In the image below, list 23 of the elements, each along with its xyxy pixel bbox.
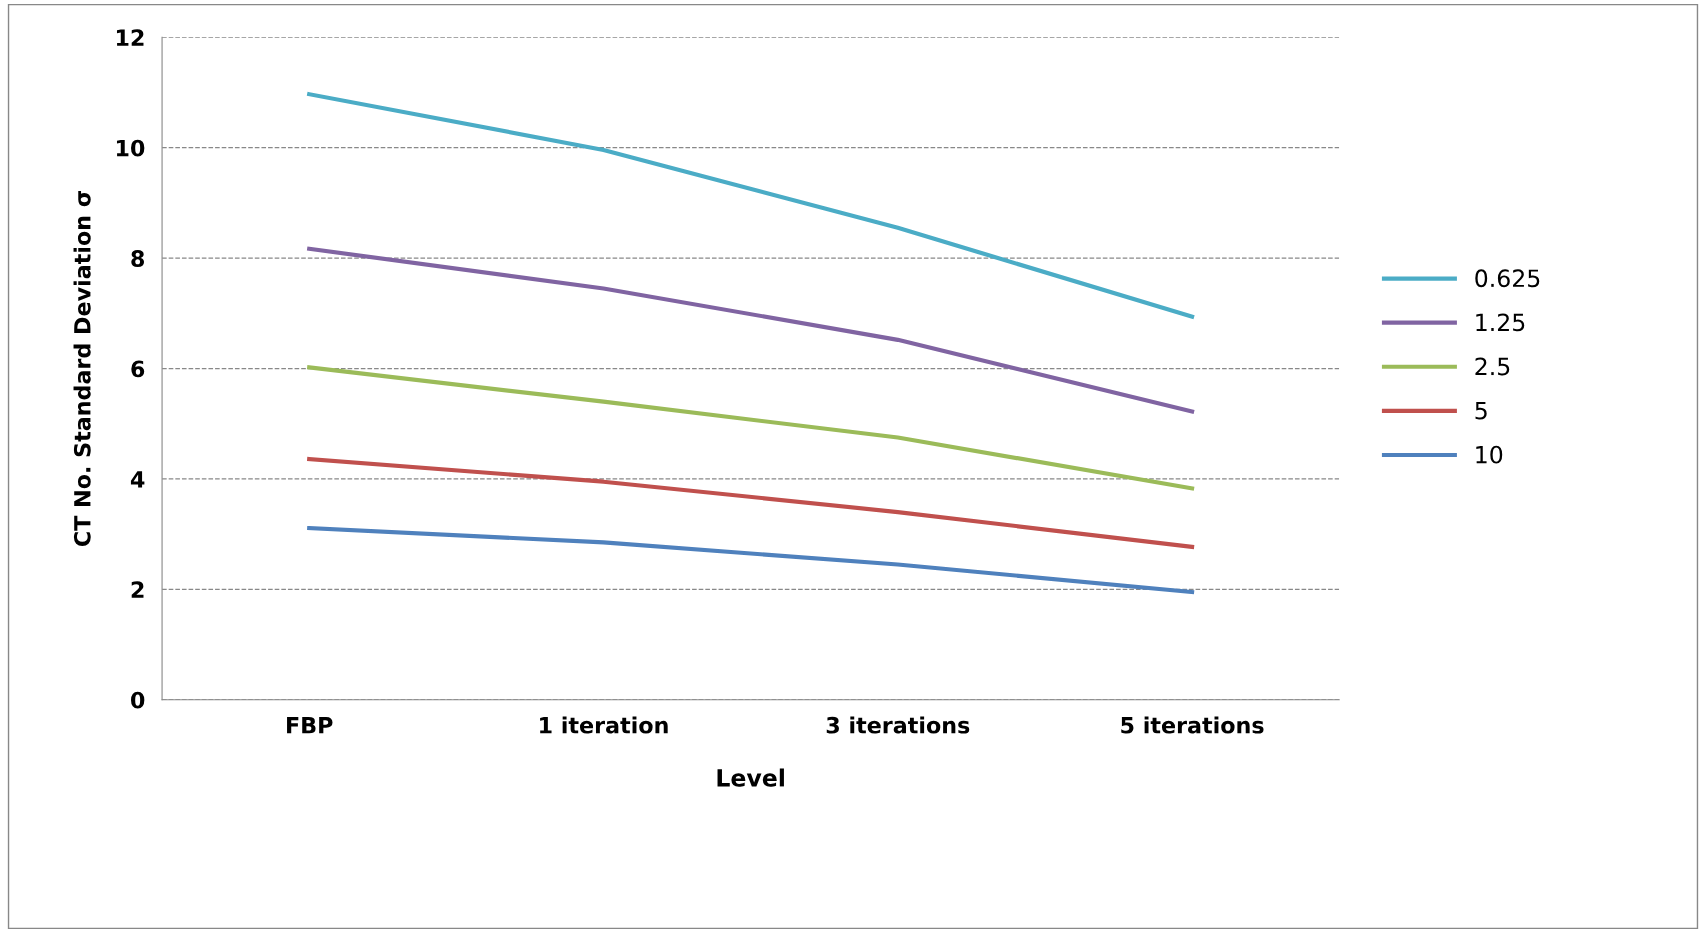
y-tick-label: 0 xyxy=(131,691,145,709)
y-tick-label: 10 xyxy=(116,139,145,157)
line-series xyxy=(307,365,1195,491)
legend-label: 2.5 xyxy=(1475,357,1510,376)
x-tick-label: FBP xyxy=(287,717,333,734)
line-series xyxy=(307,92,1195,319)
y-tick-label: 8 xyxy=(131,250,145,267)
y-tick-label: 4 xyxy=(130,471,145,488)
legend-label: 10 xyxy=(1476,445,1503,464)
x-tick-label: 3 iterations xyxy=(826,716,970,734)
y-tick-label: 6 xyxy=(131,360,145,378)
line-series xyxy=(307,456,1195,549)
line-series xyxy=(307,246,1195,414)
x-tick-label: 1 iteration xyxy=(540,716,668,734)
line-series xyxy=(307,525,1195,595)
y-tick-label: 2 xyxy=(131,581,144,598)
legend-label: 1.25 xyxy=(1476,313,1525,332)
y-tick-label: 12 xyxy=(116,29,144,46)
legend-label: 0.625 xyxy=(1475,269,1540,288)
x-tick-label: 5 iterations xyxy=(1121,716,1264,734)
y-axis-title: CT No. Standard Deviation σ xyxy=(73,191,91,547)
legend-label: 5 xyxy=(1475,401,1487,420)
x-axis-title: Level xyxy=(717,768,784,787)
